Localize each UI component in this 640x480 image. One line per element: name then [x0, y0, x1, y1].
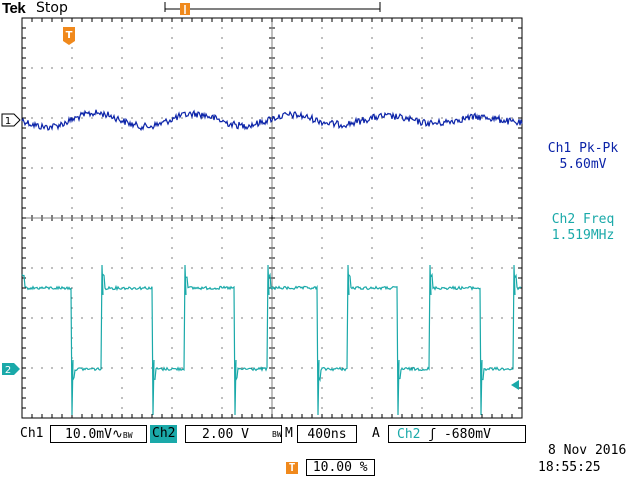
status-bar: Ch1 10.0mV∿BW Ch2 2.00 V BW M 400ns A Ch…	[0, 425, 640, 445]
ch1-scale-box[interactable]: 10.0mV∿BW	[50, 425, 147, 443]
run-state: Stop	[36, 0, 68, 16]
ch1-scale: 10.0mV	[65, 427, 112, 442]
ch1-label[interactable]: Ch1	[20, 426, 44, 441]
date: 8 Nov 2016	[548, 443, 627, 458]
trigger-position-readout[interactable]: T 10.00 %	[286, 459, 375, 476]
acquisition-label: A	[372, 426, 380, 441]
ch1-waveform	[21, 109, 523, 132]
ch1-marker[interactable]: 1	[1, 113, 21, 127]
svg-text:2: 2	[5, 365, 11, 376]
top-bar: Tek Stop	[0, 0, 640, 18]
trigger-level-marker-icon	[511, 380, 519, 390]
svg-text:T: T	[66, 30, 73, 41]
timebase-value[interactable]: 400ns	[297, 425, 357, 443]
ch2-waveform	[21, 264, 522, 416]
measurement-ch2-freq: Ch2 Freq 1.519MHz	[528, 212, 638, 244]
trigger-source: Ch2	[397, 427, 421, 442]
scope-display: T 1 2	[1, 2, 523, 419]
trigger-level: -680mV	[443, 427, 491, 442]
time: 18:55:25	[538, 460, 601, 475]
measurement-ch1-pkpk: Ch1 Pk-Pk 5.60mV	[528, 141, 638, 173]
record-view-indicator	[164, 2, 381, 15]
ch2-label[interactable]: Ch2	[150, 425, 178, 443]
trigger-position-icon: T	[286, 461, 298, 474]
measurement-value: 5.60mV	[559, 157, 607, 172]
ch2-bandwidth-limit: BW	[272, 430, 282, 439]
trigger-marker: T	[63, 27, 75, 45]
graticule-grid	[21, 17, 523, 419]
ch2-marker[interactable]: 2	[2, 363, 20, 376]
trigger-settings-box[interactable]: Ch2 ʃ -680mV	[388, 425, 526, 443]
measurement-value: 1.519MHz	[551, 228, 615, 243]
ch2-scale: 2.00 V	[202, 427, 249, 442]
brand-logo: Tek	[2, 0, 26, 17]
ch1-coupling-icon: ∿	[111, 427, 123, 442]
trigger-position-value: 10.00 %	[305, 459, 375, 476]
trigger-slope-icon: ʃ	[428, 427, 437, 442]
ch2-scale-box[interactable]: 2.00 V BW	[185, 425, 282, 443]
measurement-label: Ch2 Freq	[551, 212, 615, 227]
measurement-label: Ch1 Pk-Pk	[547, 141, 619, 156]
ch1-bandwidth-limit: BW	[122, 431, 133, 440]
timebase-label: M	[285, 426, 293, 441]
svg-text:1: 1	[5, 116, 11, 127]
